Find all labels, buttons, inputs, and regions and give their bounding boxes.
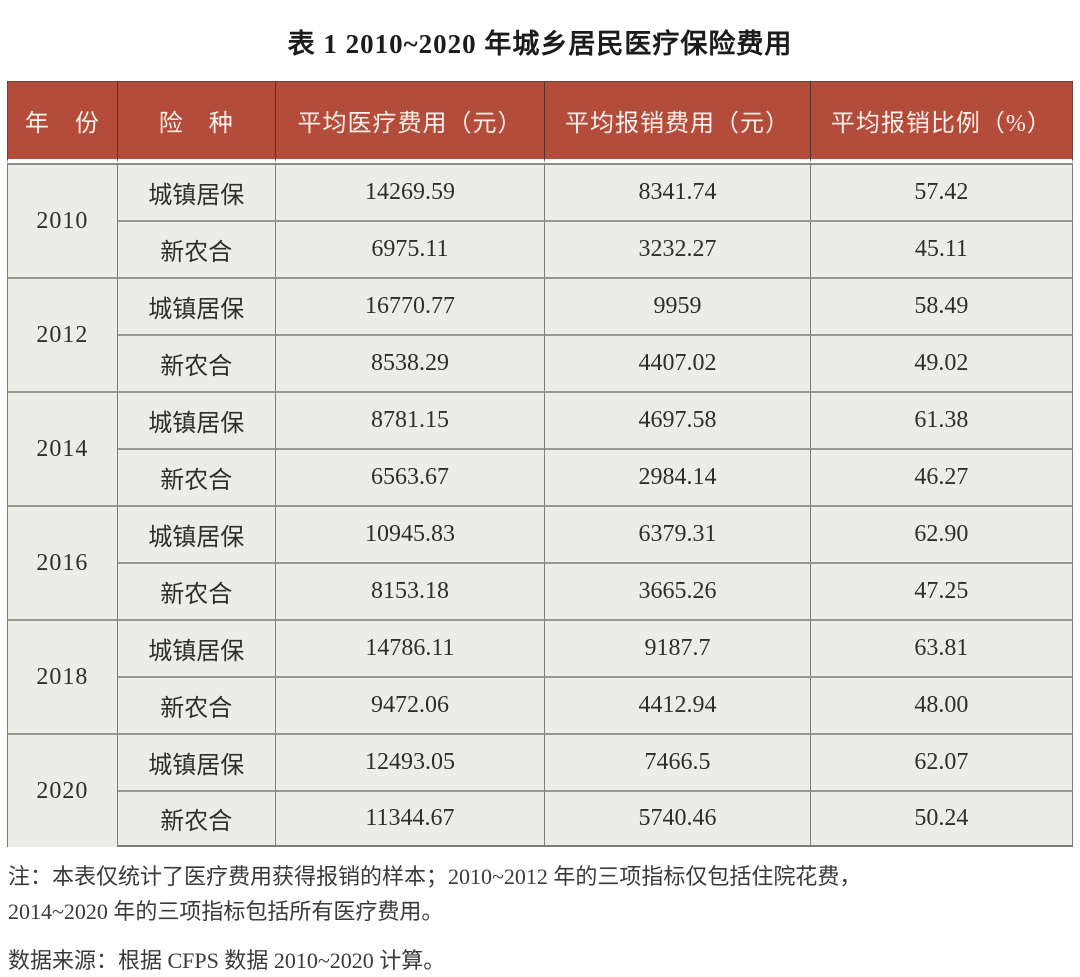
value-cell: 16770.77 [275, 277, 546, 334]
value-cell: 63.81 [810, 619, 1073, 676]
table-note: 注：本表仅统计了医疗费用获得报销的样本；2010~2012 年的三项指标仅包括住… [8, 859, 1072, 929]
table-row: 2020 城镇居保 12493.05 7466.5 62.07 [7, 733, 1073, 847]
value-cell: 46.27 [810, 448, 1073, 505]
insurance-type-cell: 城镇居保 [117, 277, 276, 334]
table-row: 2018 城镇居保 14786.11 9187.7 63.81 [7, 619, 1073, 733]
table-row: 新农合 6975.11 3232.27 45.11 [7, 220, 1073, 277]
value-cell: 45.11 [810, 220, 1073, 277]
value-cell: 9187.7 [545, 619, 811, 676]
table-title: 表 1 2010~2020 年城乡居民医疗保险费用 [287, 29, 793, 59]
value-cell: 49.02 [810, 334, 1073, 391]
value-cell: 47.25 [810, 562, 1073, 619]
col-header-avg-medical-cost: 平均医疗费用（元） [275, 81, 546, 163]
insurance-type-cell: 城镇居保 [117, 505, 276, 562]
insurance-type-cell: 新农合 [117, 448, 276, 505]
table-header: 年 份 险 种 平均医疗费用（元） 平均报销费用（元） 平均报销比例（%） [7, 81, 1073, 163]
table-row: 新农合 11344.67 5740.46 50.24 [7, 790, 1073, 847]
value-cell: 2984.14 [545, 448, 811, 505]
insurance-type-cell: 新农合 [117, 334, 276, 391]
value-cell: 62.07 [810, 733, 1073, 790]
value-cell: 62.90 [810, 505, 1073, 562]
table-note-line1: 注：本表仅统计了医疗费用获得报销的样本；2010~2012 年的三项指标仅包括住… [8, 864, 862, 889]
value-cell: 5740.46 [545, 790, 811, 847]
value-cell: 7466.5 [545, 733, 811, 790]
value-cell: 9472.06 [275, 676, 546, 733]
value-cell: 8153.18 [275, 562, 546, 619]
insurance-type-cell: 城镇居保 [117, 733, 276, 790]
insurance-type-cell: 城镇居保 [117, 619, 276, 676]
value-cell: 50.24 [810, 790, 1073, 847]
value-cell: 14269.59 [275, 163, 546, 220]
value-cell: 6379.31 [545, 505, 811, 562]
value-cell: 8341.74 [545, 163, 811, 220]
value-cell: 8538.29 [275, 334, 546, 391]
insurance-type-cell: 城镇居保 [117, 163, 276, 220]
year-cell: 2010 [7, 163, 118, 277]
year-cell: 2018 [7, 619, 118, 733]
col-header-avg-reimbursement: 平均报销费用（元） [545, 81, 811, 163]
header-row: 年 份 险 种 平均医疗费用（元） 平均报销费用（元） 平均报销比例（%） [7, 81, 1073, 163]
value-cell: 3665.26 [545, 562, 811, 619]
year-cell: 2020 [7, 733, 118, 847]
insurance-type-cell: 新农合 [117, 676, 276, 733]
value-cell: 4412.94 [545, 676, 811, 733]
value-cell: 10945.83 [275, 505, 546, 562]
value-cell: 48.00 [810, 676, 1073, 733]
insurance-cost-table: 年 份 险 种 平均医疗费用（元） 平均报销费用（元） 平均报销比例（%） 20… [7, 81, 1073, 847]
table-row: 2016 城镇居保 10945.83 6379.31 62.90 [7, 505, 1073, 619]
table-row: 新农合 9472.06 4412.94 48.00 [7, 676, 1073, 733]
insurance-type-cell: 新农合 [117, 562, 276, 619]
insurance-type-cell: 城镇居保 [117, 391, 276, 448]
value-cell: 6563.67 [275, 448, 546, 505]
data-source: 数据来源：根据 CFPS 数据 2010~2020 计算。 [8, 948, 446, 974]
col-header-insurance-type: 险 种 [117, 81, 276, 163]
col-header-avg-reimburse-rate: 平均报销比例（%） [810, 81, 1073, 163]
year-cell: 2012 [7, 277, 118, 391]
table-note-line2: 2014~2020 年的三项指标包括所有医疗费用。 [8, 899, 444, 925]
value-cell: 11344.67 [275, 790, 546, 847]
value-cell: 4697.58 [545, 391, 811, 448]
value-cell: 3232.27 [545, 220, 811, 277]
value-cell: 57.42 [810, 163, 1073, 220]
value-cell: 6975.11 [275, 220, 546, 277]
value-cell: 12493.05 [275, 733, 546, 790]
table-row: 2010 城镇居保 14269.59 8341.74 57.42 [7, 163, 1073, 277]
value-cell: 14786.11 [275, 619, 546, 676]
year-cell: 2016 [7, 505, 118, 619]
value-cell: 58.49 [810, 277, 1073, 334]
value-cell: 61.38 [810, 391, 1073, 448]
table-row: 2014 城镇居保 8781.15 4697.58 61.38 [7, 391, 1073, 505]
year-cell: 2014 [7, 391, 118, 505]
value-cell: 4407.02 [545, 334, 811, 391]
insurance-type-cell: 新农合 [117, 790, 276, 847]
table-row: 2012 城镇居保 16770.77 9959 58.49 [7, 277, 1073, 391]
table-row: 新农合 6563.67 2984.14 46.27 [7, 448, 1073, 505]
table-body: 2010 城镇居保 14269.59 8341.74 57.42 新农合 6975.11 32… [7, 163, 1073, 847]
value-cell: 9959 [545, 277, 811, 334]
insurance-type-cell: 新农合 [117, 220, 276, 277]
value-cell: 8781.15 [275, 391, 546, 448]
table-row: 新农合 8153.18 3665.26 47.25 [7, 562, 1073, 619]
table-row: 新农合 8538.29 4407.02 49.02 [7, 334, 1073, 391]
col-header-year: 年 份 [7, 81, 118, 163]
